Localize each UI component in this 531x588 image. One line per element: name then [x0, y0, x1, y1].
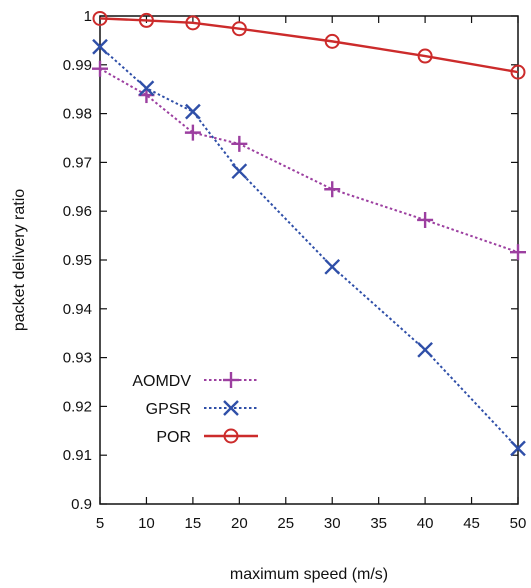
- x-tick-label: 10: [138, 515, 155, 532]
- y-tick-label: 0.96: [63, 203, 92, 220]
- y-tick-label: 0.91: [63, 447, 92, 464]
- legend: AOMDV GPSR POR: [132, 372, 258, 446]
- data-point-aomdv: [510, 244, 526, 261]
- data-point-gpsr: [417, 341, 433, 358]
- y-tick-label: 0.9: [71, 496, 92, 513]
- y-tick-label: 0.99: [63, 57, 92, 74]
- data-point-gpsr: [138, 80, 155, 97]
- x-tick-label: 15: [185, 515, 202, 532]
- y-tick-label: 0.93: [63, 350, 92, 367]
- x-tick-label: 25: [277, 515, 294, 532]
- data-point-por: [231, 21, 247, 37]
- data-point-aomdv: [417, 211, 434, 228]
- data-point-por: [92, 10, 108, 26]
- y-tick-label: 0.92: [63, 398, 92, 415]
- y-tick-label: 0.97: [63, 154, 92, 171]
- data-point-gpsr: [231, 163, 248, 180]
- series-line-por: [99, 17, 519, 74]
- data-point-por: [138, 12, 154, 28]
- x-axis-label: maximum speed (m/s): [230, 566, 388, 583]
- y-tick-label: 0.95: [63, 252, 92, 269]
- data-point-aomdv: [324, 181, 341, 198]
- data-point-por: [185, 15, 201, 31]
- x-tick-label: 35: [370, 515, 387, 532]
- series-layer: [92, 10, 526, 457]
- data-point-por: [324, 33, 340, 49]
- axis-ticks: 5 10 15 20 25 30 35 40 45 50 0.9 0.91 0.92 0.93 0.94 0.…: [63, 8, 527, 532]
- y-tick-label: 0.94: [63, 301, 92, 318]
- legend-label-aomdv: AOMDV: [132, 373, 191, 390]
- legend-label-gpsr: GPSR: [146, 401, 191, 418]
- data-point-por: [417, 48, 433, 64]
- data-point-gpsr: [185, 103, 201, 120]
- x-tick-label: 30: [324, 515, 341, 532]
- data-point-aomdv: [231, 135, 248, 152]
- x-tick-label: 20: [231, 515, 248, 532]
- legend-label-por: POR: [156, 429, 191, 446]
- x-tick-label: 5: [96, 515, 104, 532]
- data-point-gpsr: [510, 440, 526, 457]
- y-tick-label: 0.98: [63, 106, 92, 123]
- x-tick-label: 40: [417, 515, 434, 532]
- y-axis-label: packet delivery ratio: [11, 189, 28, 331]
- data-point-por: [510, 64, 526, 80]
- legend-marker-aomdv: [223, 372, 239, 388]
- legend-marker-por: [223, 428, 239, 444]
- legend-marker-gpsr: [223, 400, 239, 416]
- data-point-gpsr: [92, 38, 108, 55]
- data-point-aomdv: [92, 60, 108, 77]
- y-tick-label: 1: [84, 8, 92, 25]
- x-tick-label: 45: [463, 515, 480, 532]
- data-point-gpsr: [324, 258, 341, 275]
- x-tick-label: 50: [510, 515, 527, 532]
- data-point-aomdv: [184, 124, 201, 141]
